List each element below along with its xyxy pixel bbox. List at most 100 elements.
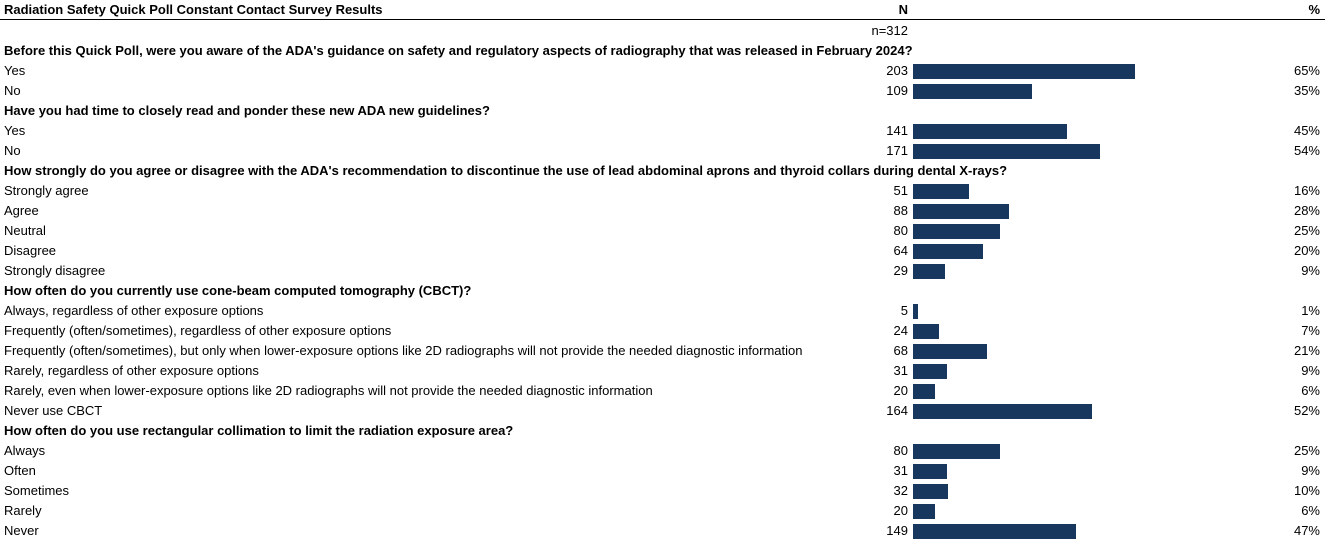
answer-bar [913,344,987,359]
answer-count: 68 [893,343,908,358]
answer-row: Rarely, even when lower-exposure options… [0,381,1325,401]
answer-count: 20 [893,383,908,398]
answer-row: Yes 141 45% [0,121,1325,141]
question-row: How often do you use rectangular collima… [0,421,1325,441]
answer-percent: 45% [1293,123,1320,138]
answer-label: No [4,83,21,98]
answer-count: 141 [886,123,908,138]
sample-size: n=312 [871,23,908,38]
answer-bar [913,364,947,379]
answer-label: Rarely [4,503,42,518]
answer-bar [913,84,1032,99]
answer-label: Never [4,523,39,538]
answer-label: No [4,143,21,158]
answer-row: Never 149 47% [0,521,1325,541]
answer-count: 88 [893,203,908,218]
answer-bar [913,384,935,399]
answer-label: Strongly disagree [4,263,106,278]
answer-bar [913,244,983,259]
answer-count: 203 [886,63,908,78]
answer-bar [913,504,935,519]
answer-percent: 25% [1293,223,1320,238]
answer-percent: 9% [1301,363,1320,378]
answer-count: 171 [886,143,908,158]
answer-count: 149 [886,523,908,538]
answer-row: Frequently (often/sometimes), regardless… [0,321,1325,341]
answer-label: Always, regardless of other exposure opt… [4,303,264,318]
table-title: Radiation Safety Quick Poll Constant Con… [4,2,383,17]
answer-label: Always [4,443,46,458]
answer-count: 80 [893,443,908,458]
answer-bar [913,64,1135,79]
answer-count: 20 [893,503,908,518]
answer-label: Neutral [4,223,46,238]
answer-percent: 21% [1293,343,1320,358]
answer-percent: 9% [1301,463,1320,478]
answer-label: Yes [4,123,26,138]
answer-percent: 10% [1293,483,1320,498]
percent-column-header: % [1308,2,1320,17]
answer-row: Sometimes 32 10% [0,481,1325,501]
answer-row: Always, regardless of other exposure opt… [0,301,1325,321]
answer-percent: 65% [1293,63,1320,78]
answer-percent: 1% [1301,303,1320,318]
answer-label: Strongly agree [4,183,89,198]
answer-row: Strongly disagree 29 9% [0,261,1325,281]
answer-row: Never use CBCT 164 52% [0,401,1325,421]
answer-percent: 47% [1293,523,1320,538]
answer-row: No 171 54% [0,141,1325,161]
answer-count: 31 [893,463,908,478]
question-row: Have you had time to closely read and po… [0,101,1325,121]
answer-percent: 16% [1293,183,1320,198]
answer-count: 80 [893,223,908,238]
answer-bar [913,204,1009,219]
answer-bar [913,124,1067,139]
header-row: Radiation Safety Quick Poll Constant Con… [0,0,1325,20]
answer-bar [913,484,948,499]
answer-label: Rarely, regardless of other exposure opt… [4,363,259,378]
answer-bar [913,224,1000,239]
answer-percent: 9% [1301,263,1320,278]
answer-count: 31 [893,363,908,378]
answer-count: 109 [886,83,908,98]
question-row: How often do you currently use cone-beam… [0,281,1325,301]
answer-count: 24 [893,323,908,338]
answer-label: Frequently (often/sometimes), but only w… [4,343,803,358]
answer-row: Yes 203 65% [0,61,1325,81]
answer-bar [913,444,1000,459]
answer-label: Disagree [4,243,57,258]
question-row: How strongly do you agree or disagree wi… [0,161,1325,181]
answer-row: No 109 35% [0,81,1325,101]
answer-row: Rarely, regardless of other exposure opt… [0,361,1325,381]
answer-label: Yes [4,63,26,78]
answer-count: 32 [893,483,908,498]
answer-row: Strongly agree 51 16% [0,181,1325,201]
answer-row: Frequently (often/sometimes), but only w… [0,341,1325,361]
answer-label: Often [4,463,36,478]
answer-bar [913,524,1076,539]
answer-percent: 6% [1301,383,1320,398]
answer-bar [913,184,969,199]
answer-count: 29 [893,263,908,278]
answer-row: Always 80 25% [0,441,1325,461]
answer-row: Rarely 20 6% [0,501,1325,521]
answer-percent: 25% [1293,443,1320,458]
answer-percent: 54% [1293,143,1320,158]
answer-bar [913,404,1092,419]
answer-count: 164 [886,403,908,418]
answer-row: Neutral 80 25% [0,221,1325,241]
answer-label: Agree [4,203,39,218]
question-text: How often do you currently use cone-beam… [4,283,472,298]
answer-label: Rarely, even when lower-exposure options… [4,383,653,398]
answer-bar [913,264,945,279]
answer-bar [913,144,1100,159]
answer-count: 51 [893,183,908,198]
answer-row: Agree 88 28% [0,201,1325,221]
question-text: How strongly do you agree or disagree wi… [4,163,1008,178]
answer-percent: 6% [1301,503,1320,518]
answer-percent: 35% [1293,83,1320,98]
answer-percent: 20% [1293,243,1320,258]
answer-percent: 52% [1293,403,1320,418]
answer-row: Disagree 64 20% [0,241,1325,261]
